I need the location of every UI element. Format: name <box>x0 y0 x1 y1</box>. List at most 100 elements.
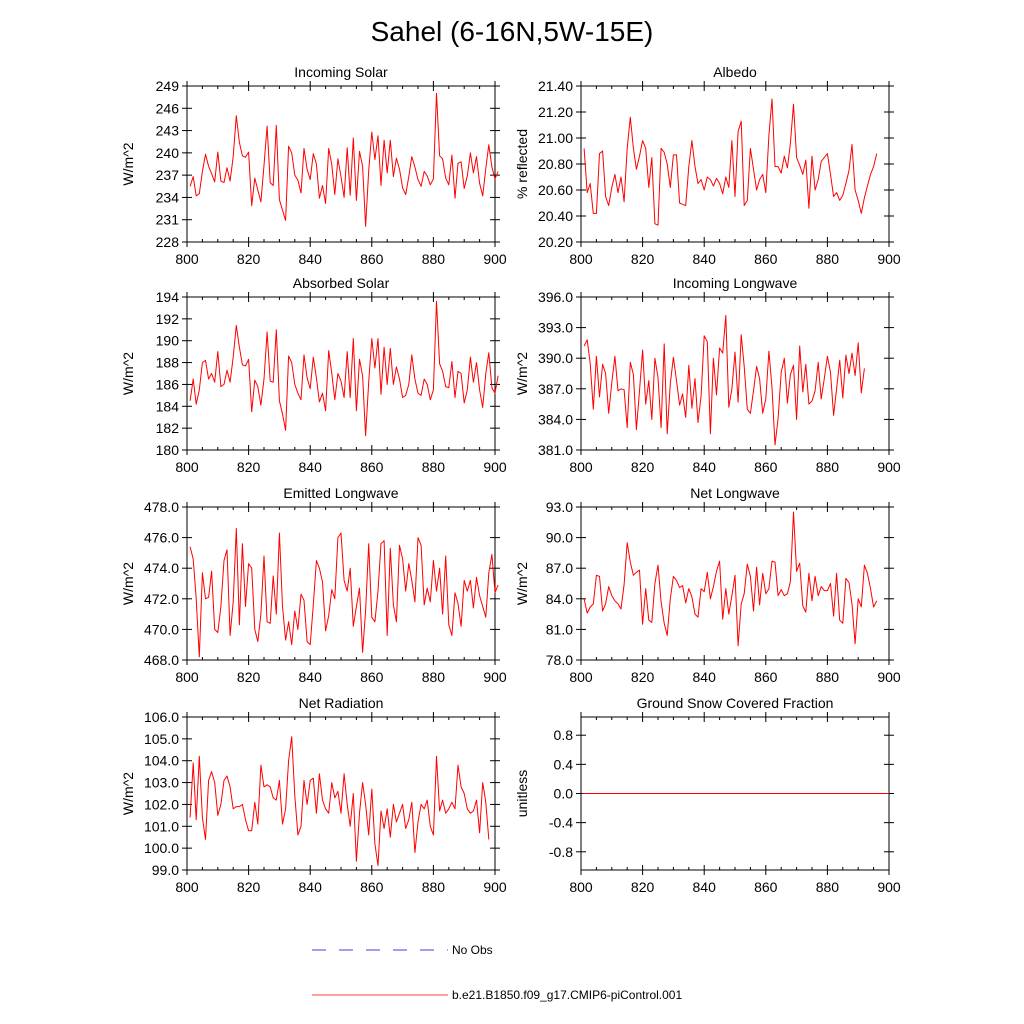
y-tick-label: 0.8 <box>554 727 574 743</box>
legend-no-obs-label: No Obs <box>452 943 493 957</box>
panel-net-radiation: Net Radiation W/m^2 800 820 840 860 880 900 99.0… <box>120 695 507 895</box>
panel-incoming-longwave: Incoming Longwave W/m^2 800 820 840 860 880 900… <box>514 275 901 475</box>
plot-frame <box>580 85 890 243</box>
series-line <box>189 92 499 227</box>
y-tick-label: 474.0 <box>144 560 179 576</box>
plot-frame <box>186 296 496 451</box>
y-tick-label: 87.0 <box>546 560 573 576</box>
x-tick-label: 820 <box>237 459 261 475</box>
y-tick-label: 231 <box>156 212 180 228</box>
panel-title: Net Longwave <box>690 485 780 501</box>
y-tick-label: 468.0 <box>144 652 179 668</box>
x-tick-label: 900 <box>483 669 507 685</box>
x-tick-label: 800 <box>175 879 199 895</box>
panel-title: Ground Snow Covered Fraction <box>637 695 834 711</box>
x-tick-label: 820 <box>631 879 655 895</box>
y-tick-label: 384.0 <box>538 411 573 427</box>
x-tick-label: 880 <box>816 879 840 895</box>
y-axis-label: W/m^2 <box>120 352 136 395</box>
y-tick-label: 81.0 <box>546 621 573 637</box>
x-tick-label: 860 <box>360 459 384 475</box>
x-tick-label: 820 <box>631 669 655 685</box>
x-tick-label: 840 <box>299 459 323 475</box>
x-tick-label: 860 <box>360 669 384 685</box>
panel-ground-snow-covered-fraction: Ground Snow Covered Fraction unitless 800 8… <box>514 695 901 895</box>
panel-title: Albedo <box>713 64 757 80</box>
x-tick-label: 860 <box>754 459 778 475</box>
x-tick-label: 800 <box>175 669 199 685</box>
plot-frame <box>186 85 496 243</box>
x-tick-label: 800 <box>569 879 593 895</box>
x-tick-label: 900 <box>877 459 901 475</box>
y-axis-label: W/m^2 <box>120 772 136 815</box>
x-tick-label: 820 <box>631 459 655 475</box>
x-tick-label: 820 <box>237 879 261 895</box>
x-tick-label: 880 <box>422 251 446 267</box>
panel-net-longwave: Net Longwave W/m^2 800 820 840 860 880 900 78.0 8… <box>514 485 901 685</box>
y-tick-label: 190 <box>156 333 180 349</box>
y-tick-label: 20.60 <box>538 182 573 198</box>
figure-title: Sahel (6-16N,5W-15E) <box>371 16 654 47</box>
x-tick-label: 860 <box>360 251 384 267</box>
y-tick-label: 106.0 <box>144 709 179 725</box>
y-tick-label: 182 <box>156 420 180 436</box>
x-tick-label: 900 <box>877 669 901 685</box>
y-axis-label: W/m^2 <box>120 142 136 185</box>
series-line <box>189 527 499 658</box>
x-tick-label: 880 <box>816 251 840 267</box>
y-axis-label: % reflected <box>514 129 530 199</box>
x-tick-label: 800 <box>569 669 593 685</box>
panel-title: Incoming Solar <box>294 64 388 80</box>
y-tick-label: 21.40 <box>538 78 573 94</box>
panel-title: Emitted Longwave <box>283 485 398 501</box>
y-tick-label: -0.4 <box>549 815 573 831</box>
y-tick-label: 192 <box>156 311 180 327</box>
x-tick-label: 900 <box>483 251 507 267</box>
y-tick-label: 103.0 <box>144 775 179 791</box>
series-line <box>189 736 490 867</box>
y-tick-label: 180 <box>156 442 180 458</box>
y-tick-label: 102.0 <box>144 796 179 812</box>
y-tick-label: 20.20 <box>538 234 573 250</box>
y-tick-label: 472.0 <box>144 591 179 607</box>
y-tick-label: 184 <box>156 398 180 414</box>
y-tick-label: 476.0 <box>144 530 179 546</box>
y-axis-label: unitless <box>514 770 530 817</box>
x-tick-label: 840 <box>299 251 323 267</box>
x-tick-label: 840 <box>693 669 717 685</box>
series-line <box>583 511 878 647</box>
y-tick-label: 84.0 <box>546 591 573 607</box>
y-tick-label: 20.40 <box>538 208 573 224</box>
x-tick-label: 800 <box>569 459 593 475</box>
y-tick-label: 93.0 <box>546 499 573 515</box>
y-axis-label: W/m^2 <box>514 562 530 605</box>
y-tick-label: 105.0 <box>144 731 179 747</box>
y-tick-label: 234 <box>156 189 180 205</box>
x-tick-label: 880 <box>422 879 446 895</box>
y-tick-label: 101.0 <box>144 818 179 834</box>
series-line <box>583 314 865 446</box>
series-line <box>189 300 499 437</box>
y-tick-label: 396.0 <box>538 289 573 305</box>
y-tick-label: 240 <box>156 145 180 161</box>
series-line <box>583 98 878 226</box>
y-tick-label: 243 <box>156 123 180 139</box>
x-tick-label: 900 <box>877 879 901 895</box>
panel-title: Absorbed Solar <box>293 275 390 291</box>
x-tick-label: 820 <box>237 669 261 685</box>
x-tick-label: 880 <box>816 669 840 685</box>
x-tick-label: 860 <box>754 879 778 895</box>
y-tick-label: 21.00 <box>538 130 573 146</box>
panel-title: Net Radiation <box>299 695 384 711</box>
y-tick-label: 470.0 <box>144 621 179 637</box>
y-tick-label: 99.0 <box>152 862 179 878</box>
x-tick-label: 860 <box>754 669 778 685</box>
y-tick-label: 387.0 <box>538 381 573 397</box>
x-tick-label: 840 <box>693 879 717 895</box>
x-tick-label: 860 <box>754 251 778 267</box>
y-axis-label: W/m^2 <box>514 352 530 395</box>
panel-emitted-longwave: Emitted Longwave W/m^2 800 820 840 860 880 900 4… <box>120 485 507 685</box>
x-tick-label: 840 <box>693 459 717 475</box>
y-tick-label: 100.0 <box>144 840 179 856</box>
x-tick-label: 800 <box>175 251 199 267</box>
